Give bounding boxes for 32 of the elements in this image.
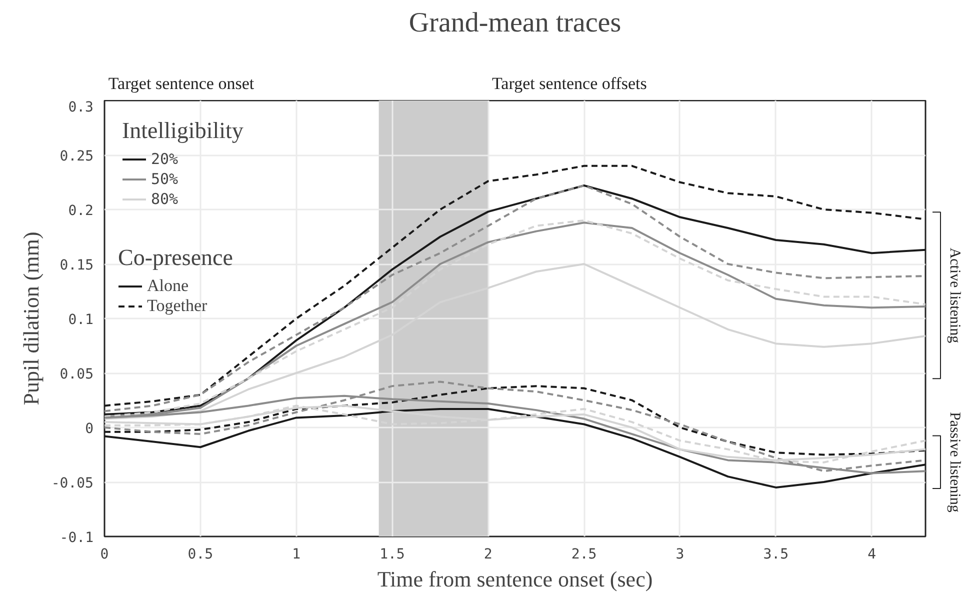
text: Active listening [946, 248, 962, 344]
x-tick-label: 3.5 [763, 546, 789, 562]
x-tick-label: 3 [676, 546, 684, 562]
x-tick-label: 2 [484, 546, 492, 562]
x-tick-label: 0.5 [188, 546, 214, 562]
text: Target sentence onset [108, 74, 254, 93]
x-tick-label: 4 [868, 546, 876, 562]
y-tick-label: -0.1 [60, 530, 94, 546]
x-tick-label: 1 [292, 546, 301, 562]
y-tick-label: 0.1 [68, 312, 94, 328]
y-tick-label: 0.3 [68, 100, 94, 116]
y-tick-label: 0.05 [60, 366, 94, 382]
y-tick-label: 0.2 [68, 203, 94, 219]
legend-title: Intelligibility [122, 118, 244, 144]
y-tick-label: -0.05 [51, 476, 94, 492]
y-tick-label: 0 [85, 421, 94, 437]
y-axis-title: Pupil dilation (mm) [18, 232, 44, 406]
y-tick-label: 0.15 [60, 258, 94, 274]
annotation: Co-presence [118, 245, 233, 271]
chart-title: Grand-mean traces [408, 8, 622, 38]
annotation: Together [147, 296, 208, 316]
annotation: Alone [147, 276, 189, 296]
x-tick-label: 0 [100, 546, 109, 562]
x-tick-label: 1.5 [380, 546, 405, 562]
text: Passive listening [946, 412, 962, 513]
y-tick-label: 0.25 [60, 148, 94, 164]
x-tick-label: 2.5 [571, 546, 597, 562]
legend-label: 50% [151, 170, 178, 188]
band-label: Target sentence offsets [492, 74, 647, 93]
legend-label: 80% [151, 190, 178, 208]
legend-label: 20% [151, 150, 178, 168]
x-axis-title: Time from sentence onset (sec) [377, 566, 653, 592]
